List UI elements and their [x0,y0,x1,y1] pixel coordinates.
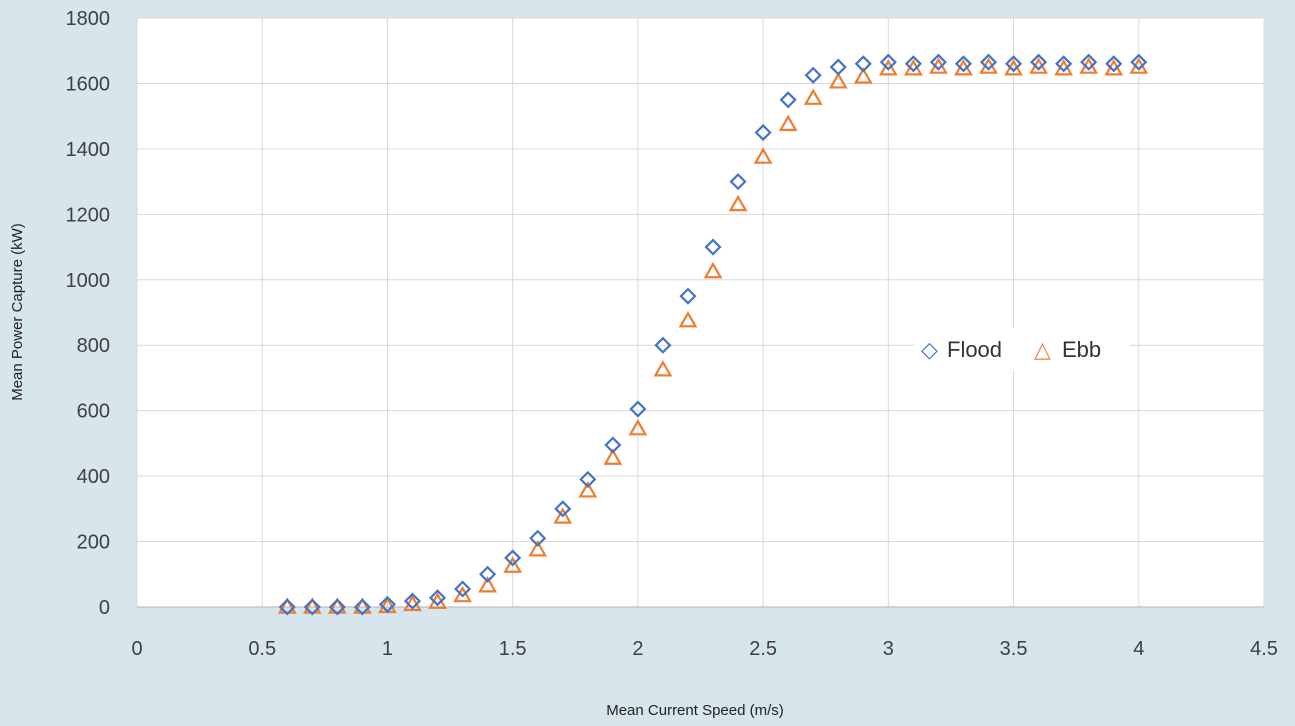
axes [136,18,1264,608]
ebb-point [678,310,698,328]
ebb-point [653,360,673,377]
legend-label-ebb: Ebb [1062,337,1101,362]
y-tick-label: 600 [77,401,110,423]
x-tick-label: 0 [131,638,142,660]
flood-point [303,598,321,616]
flood-point [504,549,522,567]
flood-point [829,58,847,76]
flood-point [1055,55,1073,73]
flood-point [1080,53,1098,71]
ebb-point [778,114,798,132]
ebb-point [753,147,773,164]
ebb-point [553,507,573,524]
flood-point [278,598,296,616]
x-axis-title: Mean Current Speed (m/s) [606,702,784,719]
flood-point [454,580,472,598]
flood-point [929,53,947,71]
flood-point [779,91,797,109]
legend-label-flood: Flood [947,337,1002,362]
ebb-point [728,194,748,212]
y-tick-label: 1800 [66,8,111,30]
ebb-point [453,585,472,603]
y-axis-title: Mean Power Capture (kW) [9,223,26,401]
ebb-point [578,481,598,498]
flood-point [654,336,672,354]
flood-point [378,595,397,613]
series-flood [278,53,1148,616]
flood-point [403,592,422,610]
flood-point [679,287,697,305]
flood-point [804,66,822,84]
ebb-point [828,72,848,89]
flood-point [704,238,722,256]
flood-point [579,470,597,488]
flood-point [1130,53,1148,71]
ebb-point [703,261,723,279]
x-tick-label: 4 [1133,638,1144,660]
ebb-point [478,576,498,593]
x-tick-label: 3 [883,638,894,660]
ebb-point [503,556,523,573]
ebb-point [853,67,873,84]
x-tick-label: 1 [382,638,393,660]
y-tick-label: 1200 [66,204,111,226]
x-tick-label: 2.5 [749,638,777,660]
plot-area-background [137,18,1264,607]
legend-background [915,328,1130,370]
flood-point [1004,55,1023,73]
flood-point [854,55,872,73]
flood-point [729,173,747,191]
y-tick-labels: 0 200 400 600 800 1000 1200 1400 1600 1800 [66,8,111,619]
ebb-point [803,88,823,105]
y-tick-label: 200 [77,532,110,554]
flood-point [629,400,647,418]
y-tick-label: 1600 [66,73,111,95]
flood-point [554,500,572,518]
flood-point [979,53,998,71]
flood-point [1030,53,1048,71]
x-tick-labels: 0 0.5 1 1.5 2 2.5 3 3.5 4 4.5 [131,638,1277,660]
x-tick-label: 3.5 [1000,638,1028,660]
y-tick-label: 1400 [66,139,111,161]
flood-point [904,55,922,73]
y-tick-label: 1000 [66,270,111,292]
x-tick-label: 4.5 [1250,638,1278,660]
x-tick-label: 0.5 [248,638,276,660]
x-tick-label: 1.5 [499,638,527,660]
legend: ◇ Flood △ Ebb [915,328,1130,370]
flood-point [954,55,973,73]
ebb-point [528,540,548,557]
y-tick-label: 800 [77,335,110,357]
y-tick-label: 400 [77,466,110,488]
legend-marker-ebb: △ [1034,337,1051,362]
ebb-point [603,448,623,465]
flood-point [479,565,497,583]
flood-point [529,529,547,547]
legend-marker-flood: ◇ [921,337,938,362]
x-tick-label: 2 [632,638,643,660]
ebb-point [878,59,898,76]
y-tick-label: 0 [99,597,110,619]
flood-point [428,589,447,607]
ebb-point [628,418,648,436]
flood-point [1105,55,1123,73]
flood-point [604,436,622,454]
flood-point [879,53,897,71]
flood-point [353,598,371,616]
flood-point [328,598,346,616]
flood-point [754,123,772,142]
